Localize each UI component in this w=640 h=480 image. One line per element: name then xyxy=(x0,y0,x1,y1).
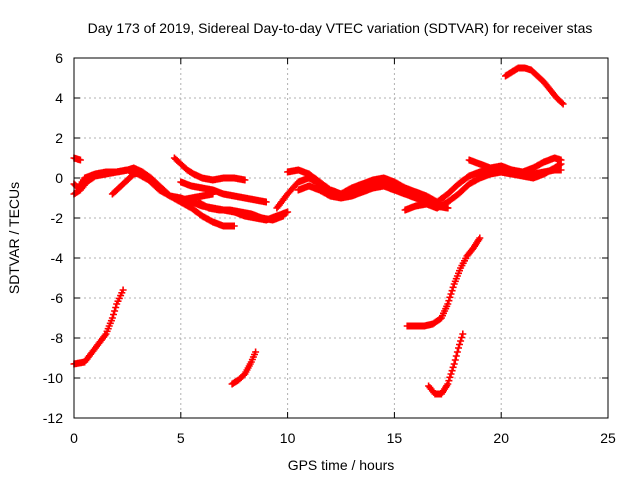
x-tick-label: 10 xyxy=(280,430,296,446)
series-track-18 xyxy=(425,330,467,398)
y-tick-label: -10 xyxy=(43,370,63,386)
data-point-markers xyxy=(403,234,484,330)
y-axis-title: SDTVAR / TECUs xyxy=(6,182,22,294)
series-track-4 xyxy=(108,168,217,204)
series-track-5 xyxy=(170,154,249,184)
plot-frame xyxy=(73,57,609,419)
data-point-markers xyxy=(228,348,260,388)
series-track-6 xyxy=(177,178,270,206)
data-point-markers xyxy=(108,168,217,204)
data-point-markers xyxy=(502,64,567,108)
series-track-14 xyxy=(502,64,567,108)
series-track-16 xyxy=(228,348,260,388)
y-tick-label: -12 xyxy=(43,410,63,426)
y-tick-label: 6 xyxy=(55,50,63,66)
series-track-7 xyxy=(194,198,287,224)
y-tick-label: 4 xyxy=(55,90,63,106)
x-tick-label: 0 xyxy=(70,430,78,446)
series-track-13 xyxy=(465,156,565,178)
x-tick-label: 25 xyxy=(600,430,616,446)
y-tick-label: -8 xyxy=(51,330,64,346)
x-tick-label: 5 xyxy=(177,430,185,446)
y-tick-label: -6 xyxy=(51,290,64,306)
series-track-17 xyxy=(403,234,484,330)
data-point-markers xyxy=(170,154,249,184)
y-tick-label: 0 xyxy=(55,170,63,186)
axis-ticks: 0 5 10 15 20 25 -12 -10 -8 -6 -4 -2 0 2 4 6 xyxy=(43,50,616,446)
data-point-markers xyxy=(284,166,441,206)
data-point-markers xyxy=(425,330,467,398)
data-point-markers xyxy=(194,198,287,224)
y-tick-label: -4 xyxy=(51,250,64,266)
x-tick-label: 15 xyxy=(387,430,403,446)
x-tick-label: 20 xyxy=(493,430,509,446)
chart-title: Day 173 of 2019, Sidereal Day-to-day VTE… xyxy=(88,20,593,36)
y-tick-label: -2 xyxy=(51,210,64,226)
series-track-9 xyxy=(284,166,441,206)
y-tick-label: 2 xyxy=(55,130,63,146)
x-axis-title: GPS time / hours xyxy=(288,457,395,473)
data-point-markers xyxy=(177,178,270,206)
grid-lines xyxy=(74,58,608,418)
data-point-markers xyxy=(465,156,565,178)
